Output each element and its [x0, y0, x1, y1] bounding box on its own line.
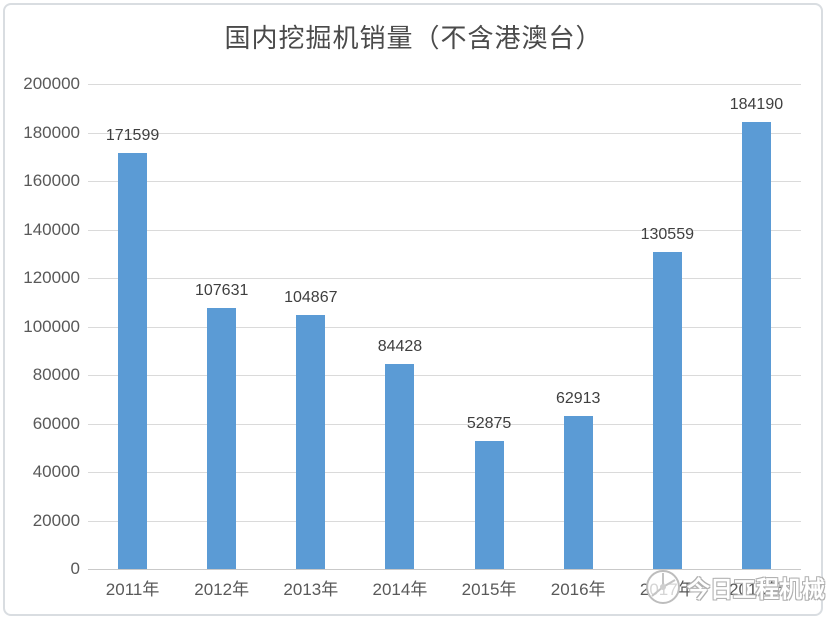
watermark-text: 今日工程机械 [687, 576, 825, 602]
watermark-circle-logo-icon [646, 570, 680, 604]
chart-frame [3, 3, 823, 616]
watermark: 今日工程机械 [644, 566, 825, 608]
chart-title: 国内挖掘机销量（不含港澳台） [224, 23, 603, 53]
